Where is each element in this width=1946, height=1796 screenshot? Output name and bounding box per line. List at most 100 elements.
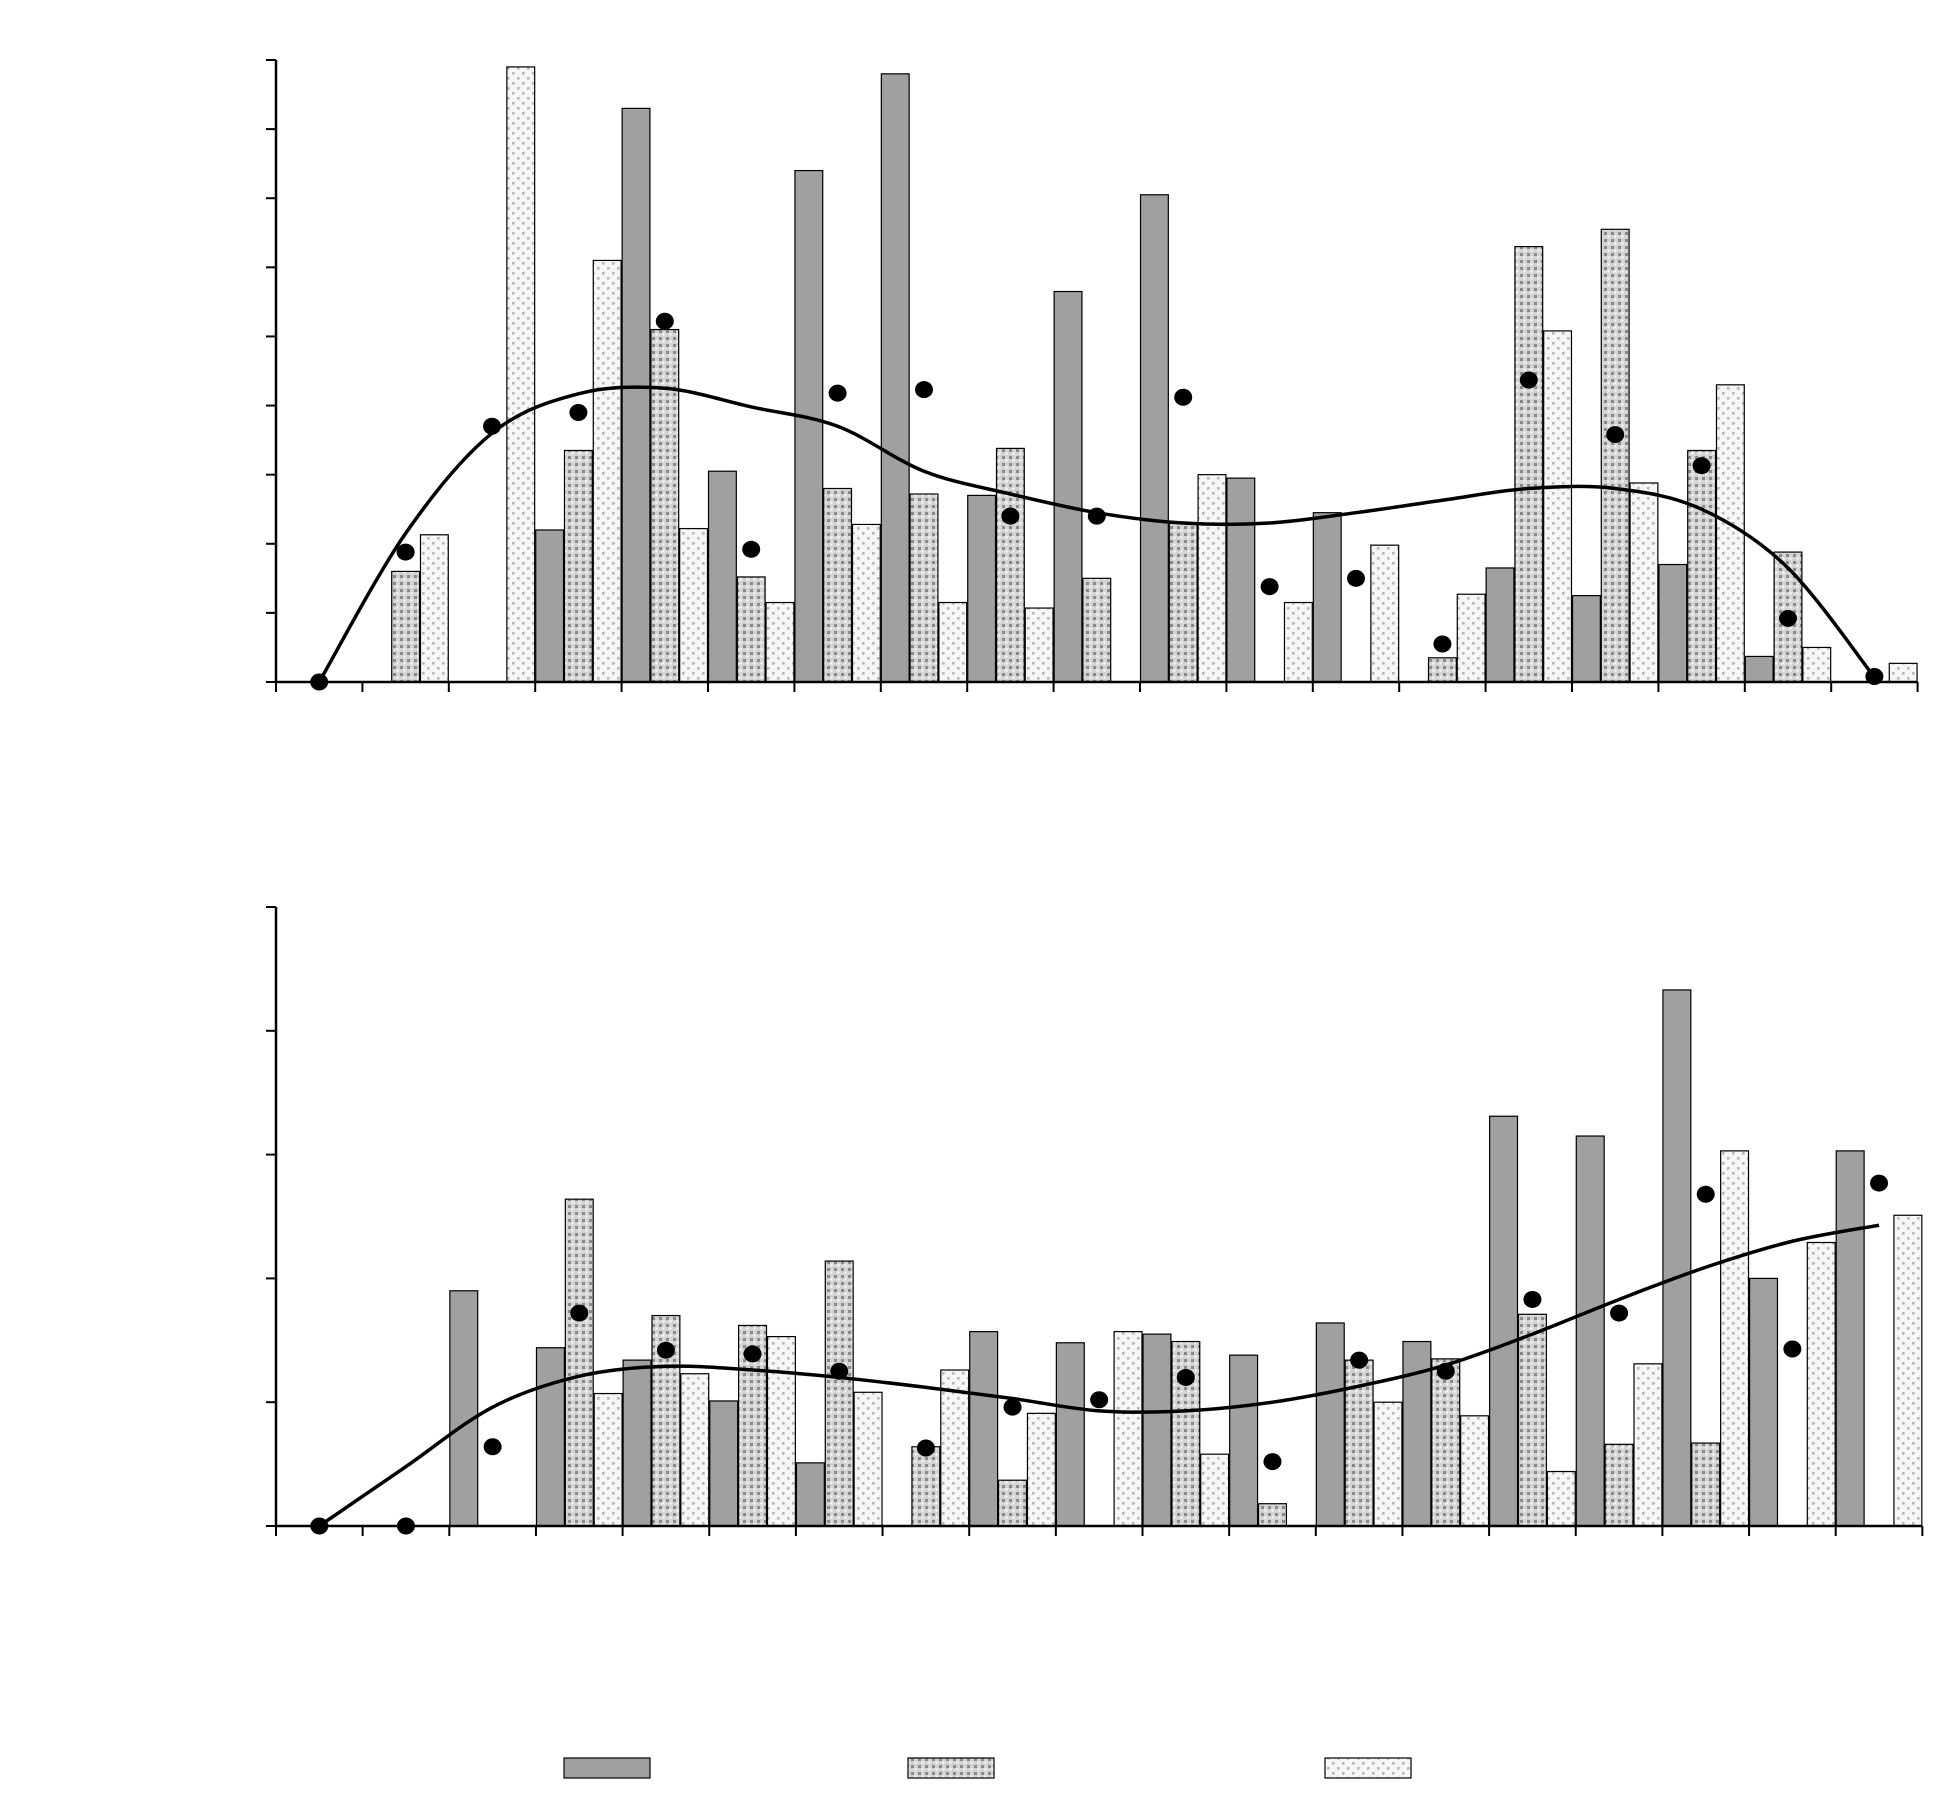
top-point-7 bbox=[915, 381, 933, 399]
top-bar-dense-dots-13 bbox=[1427, 657, 1457, 683]
bottom-point-18 bbox=[1870, 1174, 1889, 1192]
bottom-bar-sparse-dots-9 bbox=[1113, 1331, 1143, 1527]
bottom-trend-line bbox=[318, 1223, 1880, 1528]
top-bar-solid-9 bbox=[1053, 290, 1083, 683]
top-bar-dense-dots-14 bbox=[1514, 246, 1544, 683]
top-bar-solid-17 bbox=[1744, 655, 1774, 683]
top-bar-solid-8 bbox=[967, 494, 997, 683]
bottom-bar-sparse-dots-16 bbox=[1720, 1150, 1750, 1527]
bottom-bar-dense-dots-16 bbox=[1691, 1442, 1721, 1527]
bottom-bar-solid-12 bbox=[1315, 1322, 1345, 1527]
top-bar-dense-dots-10 bbox=[1168, 522, 1198, 683]
top-bar-sparse-dots-8 bbox=[1024, 607, 1054, 683]
bottom-point-13 bbox=[1436, 1362, 1455, 1380]
top-bar-sparse-dots-14 bbox=[1543, 330, 1573, 683]
top-bar-dense-dots-4 bbox=[650, 328, 680, 683]
bottom-bar-dense-dots-15 bbox=[1604, 1443, 1634, 1527]
top-point-12 bbox=[1347, 569, 1365, 587]
bottom-bar-sparse-dots-10 bbox=[1200, 1453, 1230, 1527]
bottom-bar-dense-dots-6 bbox=[824, 1260, 854, 1527]
top-point-4 bbox=[655, 312, 674, 330]
top-bar-dense-dots-1 bbox=[391, 570, 421, 683]
top-bar-sparse-dots-17 bbox=[1802, 646, 1832, 683]
top-point-15 bbox=[1606, 426, 1625, 444]
bottom-bar-sparse-dots-12 bbox=[1373, 1401, 1403, 1527]
bottom-bar-dense-dots-3 bbox=[564, 1198, 594, 1527]
bottom-bar-solid-9 bbox=[1055, 1342, 1085, 1527]
bottom-bar-solid-10 bbox=[1142, 1333, 1172, 1527]
top-bar-dense-dots-5 bbox=[736, 576, 766, 683]
top-point-1 bbox=[396, 543, 415, 561]
top-bar-dense-dots-16 bbox=[1687, 449, 1717, 683]
top-bar-solid-14 bbox=[1485, 567, 1515, 683]
bottom-bar-solid-5 bbox=[709, 1400, 739, 1527]
top-bar-dense-dots-7 bbox=[909, 493, 939, 683]
bottom-point-12 bbox=[1350, 1351, 1369, 1369]
top-point-9 bbox=[1087, 507, 1106, 525]
top-point-11 bbox=[1260, 578, 1279, 596]
top-bar-dense-dots-9 bbox=[1082, 577, 1112, 683]
bottom-bar-solid-16 bbox=[1662, 989, 1692, 1527]
bottom-point-15 bbox=[1610, 1304, 1629, 1322]
top-bar-sparse-dots-1 bbox=[419, 534, 449, 683]
bottom-bar-sparse-dots-18 bbox=[1893, 1214, 1923, 1527]
bottom-point-4 bbox=[656, 1341, 675, 1359]
bottom-bar-sparse-dots-15 bbox=[1633, 1363, 1663, 1527]
top-point-16 bbox=[1692, 457, 1711, 475]
bottom-bar-sparse-dots-7 bbox=[940, 1369, 970, 1527]
bottom-point-14 bbox=[1523, 1290, 1542, 1308]
top-bar-solid-7 bbox=[880, 73, 910, 683]
top-point-17 bbox=[1779, 609, 1797, 627]
top-bar-sparse-dots-15 bbox=[1629, 482, 1659, 683]
top-bar-solid-3 bbox=[535, 529, 565, 683]
top-point-13 bbox=[1433, 635, 1452, 653]
top-bar-solid-15 bbox=[1571, 595, 1601, 683]
top-bar-sparse-dots-4 bbox=[679, 527, 709, 683]
bottom-point-7 bbox=[916, 1439, 935, 1457]
bottom-bar-solid-14 bbox=[1489, 1115, 1519, 1527]
bottom-bar-solid-3 bbox=[535, 1347, 565, 1527]
top-point-5 bbox=[742, 540, 761, 558]
bottom-point-6 bbox=[830, 1362, 849, 1380]
top-bar-sparse-dots-3 bbox=[592, 259, 622, 683]
top-point-2 bbox=[483, 417, 501, 435]
legend-swatch-solid bbox=[563, 1757, 651, 1779]
bottom-bar-sparse-dots-8 bbox=[1026, 1412, 1056, 1527]
bottom-bar-solid-8 bbox=[969, 1331, 999, 1527]
top-bar-solid-5 bbox=[707, 470, 737, 683]
bottom-bar-sparse-dots-6 bbox=[853, 1391, 883, 1527]
top-bar-solid-10 bbox=[1139, 194, 1169, 683]
bottom-bar-sparse-dots-4 bbox=[680, 1373, 710, 1527]
bottom-bar-sparse-dots-14 bbox=[1546, 1470, 1576, 1527]
bottom-bar-sparse-dots-13 bbox=[1460, 1415, 1490, 1527]
bottom-point-11 bbox=[1263, 1453, 1282, 1471]
top-point-8 bbox=[1001, 507, 1020, 525]
bottom-bar-sparse-dots-17 bbox=[1806, 1241, 1836, 1527]
top-bar-solid-11 bbox=[1226, 477, 1256, 683]
top-bar-sparse-dots-6 bbox=[851, 523, 881, 683]
top-bar-sparse-dots-18 bbox=[1888, 662, 1918, 683]
bottom-point-5 bbox=[743, 1345, 762, 1363]
bottom-point-16 bbox=[1696, 1185, 1715, 1203]
top-bar-sparse-dots-10 bbox=[1197, 474, 1227, 683]
bottom-point-9 bbox=[1090, 1391, 1109, 1409]
top-bar-solid-12 bbox=[1312, 512, 1342, 683]
top-bar-dense-dots-15 bbox=[1600, 228, 1630, 683]
bottom-bar-dense-dots-14 bbox=[1517, 1313, 1547, 1527]
top-bar-solid-6 bbox=[794, 169, 824, 683]
top-point-3 bbox=[569, 403, 588, 421]
top-bar-dense-dots-8 bbox=[995, 447, 1025, 683]
top-point-10 bbox=[1174, 388, 1193, 406]
top-bar-sparse-dots-2 bbox=[506, 66, 536, 683]
bottom-bar-solid-2 bbox=[449, 1290, 479, 1527]
top-bar-dense-dots-3 bbox=[563, 449, 593, 683]
bottom-bar-solid-11 bbox=[1229, 1354, 1259, 1527]
top-bar-sparse-dots-13 bbox=[1456, 593, 1486, 683]
bottom-bar-solid-17 bbox=[1748, 1277, 1779, 1527]
bottom-point-17 bbox=[1783, 1340, 1802, 1358]
bottom-bar-solid-4 bbox=[622, 1359, 652, 1527]
bottom-bar-sparse-dots-5 bbox=[766, 1335, 796, 1527]
legend-swatch-sparse-dots bbox=[1324, 1757, 1412, 1779]
legend bbox=[563, 1757, 1412, 1779]
